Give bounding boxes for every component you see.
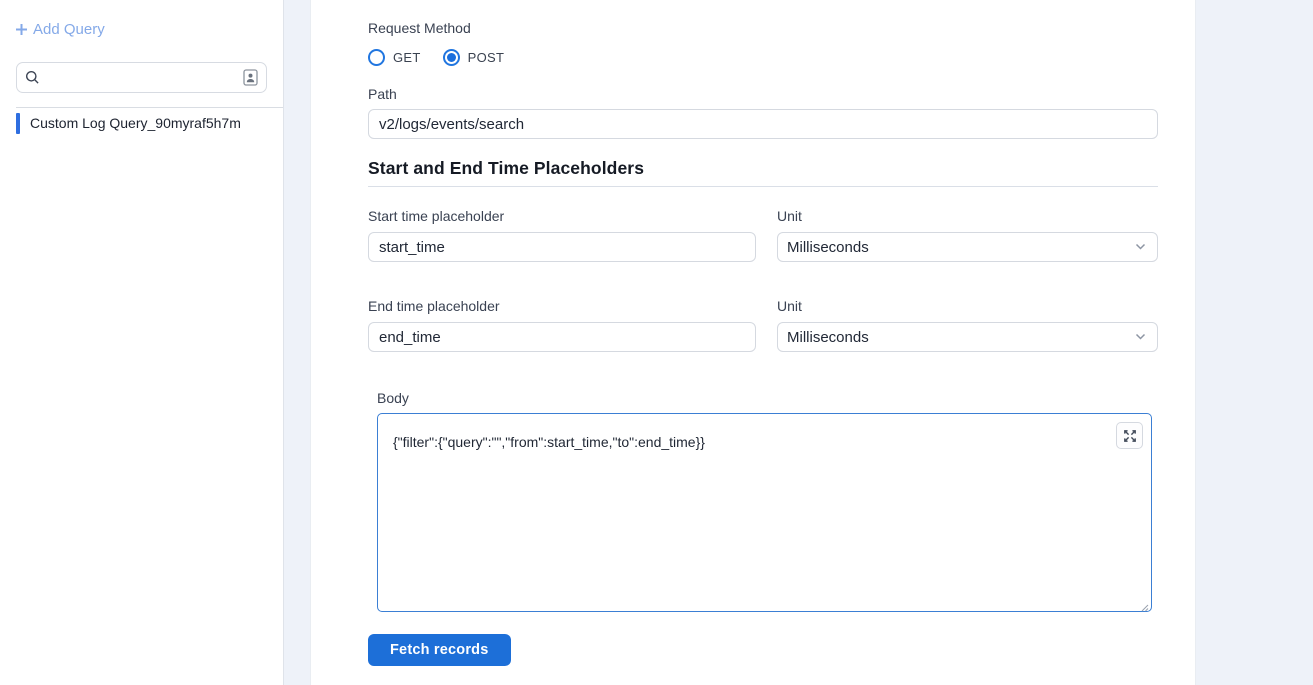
expand-body-button[interactable] (1116, 422, 1143, 449)
radio-post-label: POST (467, 49, 505, 65)
radio-option-post[interactable]: POST (442, 48, 505, 66)
sidebar-divider (16, 107, 283, 108)
end-unit-value: Milliseconds (787, 328, 869, 346)
query-item-label: Custom Log Query_90myraf5h7m (30, 115, 241, 131)
body-section: Body {"filter":{"query":"","from":start_… (377, 390, 1156, 617)
start-unit-select[interactable]: Milliseconds (777, 232, 1158, 262)
radio-get-label: GET (393, 49, 421, 65)
end-time-row: End time placeholder Unit Milliseconds (368, 298, 1158, 352)
radio-post-icon (442, 48, 460, 66)
path-label: Path (368, 86, 397, 102)
start-time-input[interactable] (368, 232, 756, 262)
query-config-panel: Request Method GET POST Path Start and E… (310, 0, 1196, 685)
end-time-input[interactable] (368, 322, 756, 352)
query-search-box[interactable] (16, 62, 267, 93)
active-item-bar (16, 113, 20, 134)
request-method-label: Request Method (368, 20, 471, 36)
start-time-row: Start time placeholder Unit Milliseconds (368, 208, 1158, 262)
end-time-label: End time placeholder (368, 298, 500, 314)
expand-icon (1123, 429, 1137, 443)
body-textarea[interactable]: {"filter":{"query":"","from":start_time,… (377, 413, 1152, 612)
plus-icon (14, 22, 29, 37)
sidebar-item-custom-log-query[interactable]: Custom Log Query_90myraf5h7m (16, 113, 271, 134)
autofill-icon[interactable] (243, 69, 258, 86)
section-rule (368, 186, 1158, 187)
search-input[interactable] (46, 69, 237, 86)
chevron-down-icon (1135, 333, 1146, 341)
query-sidebar: Add Query Custom Log Query_90myraf5h7m (0, 0, 284, 685)
add-query-button[interactable]: Add Query (14, 21, 105, 38)
radio-get-icon (368, 48, 385, 66)
start-time-label: Start time placeholder (368, 208, 505, 224)
section-heading: Start and End Time Placeholders (368, 158, 645, 178)
fetch-records-button[interactable]: Fetch records (368, 634, 511, 666)
chevron-down-icon (1135, 243, 1146, 251)
radio-option-get[interactable]: GET (368, 48, 421, 66)
end-unit-select[interactable]: Milliseconds (777, 322, 1158, 352)
request-method-group: GET POST (368, 48, 1156, 66)
path-input[interactable] (368, 109, 1158, 139)
search-icon (25, 70, 40, 85)
body-label: Body (377, 390, 409, 406)
add-query-label: Add Query (33, 21, 105, 38)
start-unit-label: Unit (777, 208, 802, 224)
end-unit-label: Unit (777, 298, 802, 314)
start-unit-value: Milliseconds (787, 238, 869, 256)
resize-handle[interactable] (1140, 603, 1149, 612)
